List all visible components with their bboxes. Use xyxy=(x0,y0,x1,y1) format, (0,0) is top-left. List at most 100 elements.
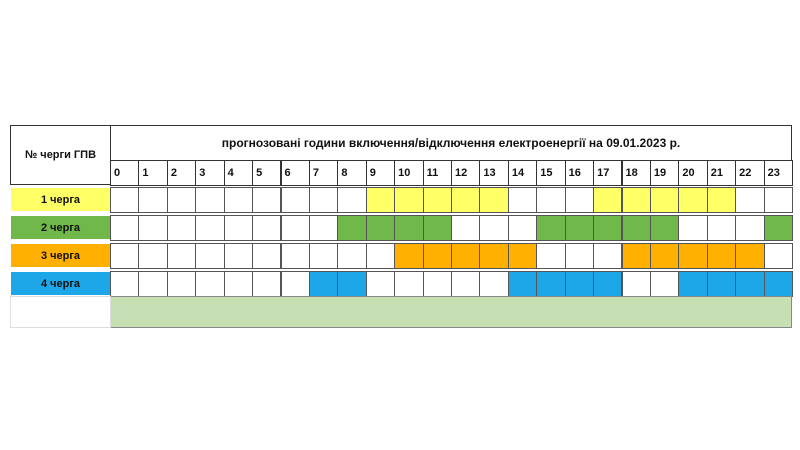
hour-cell xyxy=(280,187,310,213)
hour-cell xyxy=(735,187,765,213)
hour-cell xyxy=(252,215,282,241)
hour-label: 6 xyxy=(280,160,310,186)
hour-cell xyxy=(763,187,793,213)
hour-cell xyxy=(536,243,566,269)
hour-label: 17 xyxy=(593,160,623,186)
hour-cell xyxy=(507,187,538,213)
hour-cell xyxy=(365,243,396,269)
hour-label: 3 xyxy=(195,160,225,186)
hour-label: 14 xyxy=(507,160,538,186)
hour-label: 8 xyxy=(337,160,367,186)
left-border xyxy=(10,296,111,328)
hour-label: 15 xyxy=(536,160,566,186)
hour-cell xyxy=(308,215,339,241)
hour-cell xyxy=(138,187,168,213)
hour-label: 11 xyxy=(422,160,452,186)
hour-cell xyxy=(649,187,680,213)
hour-cell xyxy=(308,187,339,213)
hour-cell xyxy=(110,271,140,297)
hour-cell xyxy=(280,215,310,241)
hour-cell xyxy=(621,187,651,213)
queue-label: 3 черга xyxy=(10,243,111,268)
hour-cell xyxy=(763,243,793,269)
schedule-title: прогнозовані години включення/відключенн… xyxy=(110,125,792,161)
hour-cell xyxy=(536,187,566,213)
hour-cell xyxy=(337,215,367,241)
hour-cell xyxy=(195,187,225,213)
hour-label: 22 xyxy=(735,160,765,186)
queue-label: 4 черга xyxy=(10,271,111,296)
hour-cell xyxy=(479,271,509,297)
hour-cell xyxy=(706,215,737,241)
hour-cell xyxy=(763,271,793,297)
hour-cell xyxy=(365,271,396,297)
hour-cell xyxy=(166,243,197,269)
hour-cell xyxy=(706,271,737,297)
hour-cell xyxy=(678,271,708,297)
hour-label: 21 xyxy=(706,160,737,186)
hour-cell xyxy=(536,215,566,241)
hour-label: 0 xyxy=(110,160,140,186)
hour-cell xyxy=(451,243,481,269)
hour-cell xyxy=(280,243,310,269)
hour-cell xyxy=(621,271,651,297)
hour-cell xyxy=(735,271,765,297)
hour-label: 13 xyxy=(479,160,509,186)
hour-cell xyxy=(479,215,509,241)
hour-cell xyxy=(593,243,623,269)
hour-cell xyxy=(564,215,595,241)
hour-cell xyxy=(138,243,168,269)
hour-cell xyxy=(223,187,254,213)
hour-cell xyxy=(735,215,765,241)
hour-label: 20 xyxy=(678,160,708,186)
hour-cell xyxy=(507,215,538,241)
hour-cell xyxy=(138,215,168,241)
hour-cell xyxy=(138,271,168,297)
hour-cell xyxy=(479,187,509,213)
queue-label: 2 черга xyxy=(10,215,111,240)
hour-cell xyxy=(422,215,452,241)
hour-cell xyxy=(110,243,140,269)
hour-cell xyxy=(195,243,225,269)
hour-cell xyxy=(593,215,623,241)
hour-cell xyxy=(451,271,481,297)
hour-cell xyxy=(280,271,310,297)
hour-cell xyxy=(166,187,197,213)
hour-cell xyxy=(394,271,424,297)
hour-cell xyxy=(223,243,254,269)
hour-cell xyxy=(166,271,197,297)
hour-cell xyxy=(536,271,566,297)
hour-label: 19 xyxy=(649,160,680,186)
hour-cell xyxy=(649,271,680,297)
hour-cell xyxy=(337,187,367,213)
hour-cell xyxy=(422,187,452,213)
hour-cell xyxy=(252,271,282,297)
hour-cell xyxy=(195,215,225,241)
hour-label: 23 xyxy=(763,160,793,186)
hour-cell xyxy=(564,271,595,297)
hour-cell xyxy=(621,215,651,241)
hour-label: 7 xyxy=(308,160,339,186)
hour-cell xyxy=(422,243,452,269)
hour-cell xyxy=(706,243,737,269)
hour-cell xyxy=(223,215,254,241)
hour-cell xyxy=(564,243,595,269)
hour-cell xyxy=(223,271,254,297)
hour-cell xyxy=(593,271,623,297)
queue-header: № черги ГПВ xyxy=(10,125,111,185)
hour-cell xyxy=(365,215,396,241)
hour-cell xyxy=(678,187,708,213)
hour-cell xyxy=(252,187,282,213)
hour-label: 1 xyxy=(138,160,168,186)
hour-cell xyxy=(507,243,538,269)
hour-label: 9 xyxy=(365,160,396,186)
hour-label: 2 xyxy=(166,160,197,186)
hour-cell xyxy=(365,187,396,213)
hour-label: 10 xyxy=(394,160,424,186)
hour-label: 12 xyxy=(451,160,481,186)
queue-label: 1 черга xyxy=(10,187,111,212)
hour-cell xyxy=(735,243,765,269)
footer-band xyxy=(110,296,792,328)
hour-cell xyxy=(394,243,424,269)
hour-cell xyxy=(706,187,737,213)
